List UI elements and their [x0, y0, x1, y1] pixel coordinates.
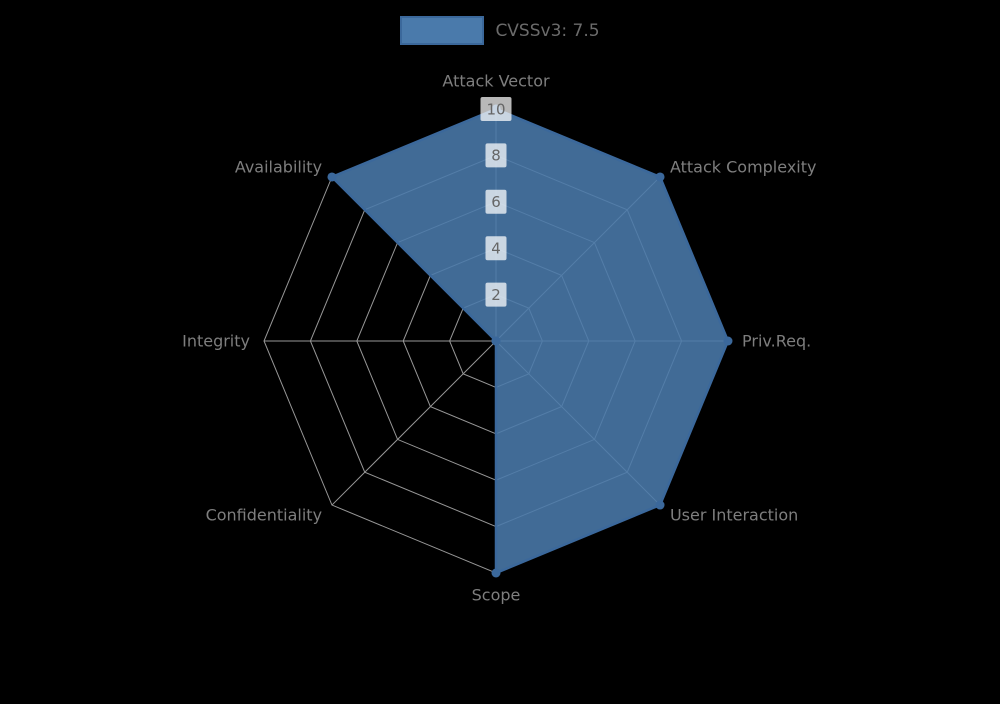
radar-point-marker-integrity [491, 336, 501, 346]
axis-label-integrity: Integrity [182, 332, 250, 351]
radar-point-marker-priv-req [723, 336, 733, 346]
radial-tick-backdrop [485, 236, 507, 261]
radial-tick-label: 6 [491, 193, 501, 211]
radar-spoke-confidentiality [331, 340, 497, 506]
radial-tick-label: 8 [491, 147, 501, 165]
radial-tick-label: 10 [486, 100, 505, 118]
legend-label: CVSSv3: 7.5 [495, 20, 600, 41]
radial-tick-label: 2 [491, 286, 501, 304]
radar-point-marker-user-interaction [655, 500, 665, 510]
radial-tick-backdrop [485, 143, 507, 168]
radar-point-marker-scope [491, 568, 501, 578]
radial-tick-label: 4 [491, 239, 501, 257]
radial-ticks: 2 4 6 8 10 [480, 97, 512, 307]
axis-label-attack-complexity: Attack Complexity [670, 158, 817, 177]
axis-label-availability: Availability [235, 158, 322, 177]
axis-label-scope: Scope [472, 586, 521, 605]
axis-label-priv-req: Priv.Req. [742, 332, 811, 351]
legend-swatch [400, 16, 485, 45]
radial-tick-backdrop [485, 282, 507, 307]
radar-point-marker-attack-complexity [655, 172, 665, 182]
axis-label-attack-vector: Attack Vector [442, 72, 550, 91]
radar-series-area [330, 107, 730, 575]
radial-tick-backdrop [485, 189, 507, 214]
radar-point-marker-availability [327, 172, 337, 182]
axis-label-user-interaction: User Interaction [670, 506, 798, 525]
radial-tick-backdrop [480, 97, 512, 121]
axis-label-confidentiality: Confidentiality [206, 506, 322, 525]
legend[interactable]: CVSSv3: 7.5 [0, 16, 1000, 45]
